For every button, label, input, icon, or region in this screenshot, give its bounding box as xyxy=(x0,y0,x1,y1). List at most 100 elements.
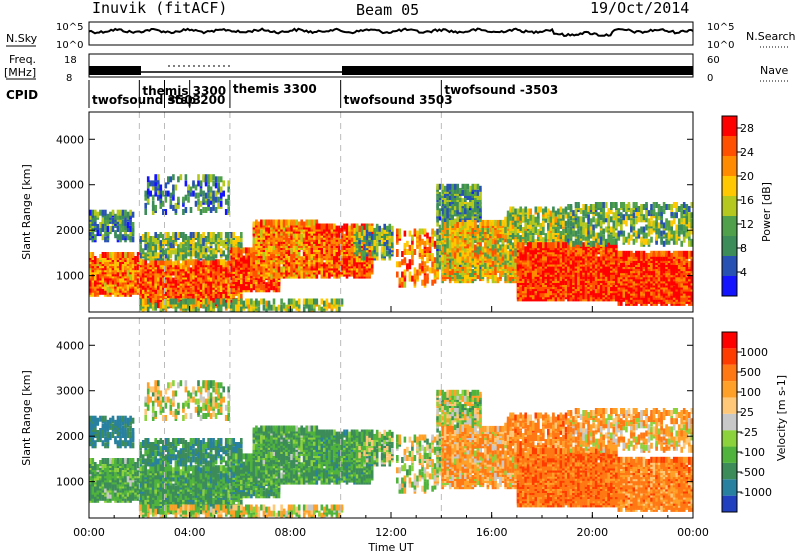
heatmap-cell xyxy=(481,256,485,263)
heatmap-cell xyxy=(411,244,414,251)
heatmap-cell xyxy=(333,266,336,273)
heatmap-cell xyxy=(446,183,449,190)
heatmap-cell xyxy=(227,271,230,278)
heatmap-cell xyxy=(531,252,535,259)
heatmap-cell xyxy=(101,209,105,216)
heatmap-cell xyxy=(114,230,117,237)
heatmap-cell xyxy=(184,287,188,294)
heatmap-cell xyxy=(139,252,142,259)
heatmap-cell xyxy=(491,264,495,271)
heatmap-cell xyxy=(333,223,336,230)
heatmap-cell xyxy=(448,234,452,241)
heatmap-cell xyxy=(169,289,173,296)
heatmap-cell xyxy=(184,265,188,272)
heatmap-cell xyxy=(229,232,233,238)
heatmap-cell xyxy=(192,180,195,187)
heatmap-cell xyxy=(287,219,291,226)
heatmap-cell xyxy=(194,250,198,257)
heatmap-cell xyxy=(380,238,384,245)
heatmap-cell xyxy=(375,236,379,242)
heatmap-cell xyxy=(423,228,427,235)
heatmap-cell xyxy=(453,204,457,211)
heatmap-cell xyxy=(438,224,442,231)
heatmap-cell xyxy=(501,238,505,245)
heatmap-cell xyxy=(350,223,354,230)
heatmap-cell xyxy=(481,219,485,226)
heatmap-cell xyxy=(159,259,163,266)
heatmap-cell xyxy=(524,246,527,253)
heatmap-cell xyxy=(526,218,530,225)
heatmap-cell xyxy=(141,248,145,255)
heatmap-cell xyxy=(207,232,210,238)
heatmap-cell xyxy=(227,246,230,253)
heatmap-cell xyxy=(438,232,442,239)
heatmap-cell xyxy=(270,262,273,269)
heatmap-cell xyxy=(129,234,132,241)
heatmap-cell xyxy=(469,250,472,257)
heatmap-cell xyxy=(227,194,230,201)
cpid-segment-label: stsp 200 xyxy=(168,93,226,107)
heatmap-cell xyxy=(146,196,150,203)
heatmap-cell xyxy=(396,236,399,243)
heatmap-cell xyxy=(345,272,349,279)
heatmap-cell xyxy=(131,226,135,232)
heatmap-cell xyxy=(360,254,364,261)
heatmap-cell xyxy=(547,216,550,223)
heatmap-cell xyxy=(421,259,424,266)
heatmap-cell xyxy=(265,256,268,263)
heatmap-cell xyxy=(411,234,414,241)
heatmap-cell xyxy=(534,242,538,249)
heatmap-cell xyxy=(189,250,193,257)
heatmap-cell xyxy=(209,190,213,197)
heatmap-cell xyxy=(526,258,530,265)
heatmap-cell xyxy=(154,238,157,245)
heatmap-cell xyxy=(131,222,135,228)
heatmap-cell xyxy=(458,273,462,280)
heatmap-cell xyxy=(219,259,223,266)
heatmap-cell xyxy=(292,219,296,226)
heatmap-cell xyxy=(307,225,311,232)
heatmap-cell xyxy=(164,248,168,255)
heatmap-cell xyxy=(199,180,203,187)
heatmap-cell xyxy=(466,189,470,196)
heatmap-cell xyxy=(446,230,449,237)
heatmap-cell xyxy=(121,256,125,262)
heatmap-cell xyxy=(245,247,248,254)
heatmap-cell xyxy=(187,265,190,272)
heatmap-cell xyxy=(436,232,439,239)
heatmap-cell xyxy=(144,232,147,238)
heatmap-cell xyxy=(204,174,208,181)
heatmap-cell xyxy=(338,248,341,255)
heatmap-cell xyxy=(217,267,220,274)
heatmap-cell xyxy=(126,226,130,232)
heatmap-cell xyxy=(443,246,447,253)
heatmap-cell xyxy=(184,252,188,259)
heatmap-cell xyxy=(423,267,427,274)
heatmap-cell xyxy=(307,260,311,267)
heatmap-cell xyxy=(121,252,125,258)
heatmap-cell xyxy=(481,246,485,253)
heatmap-cell xyxy=(197,202,200,209)
heatmap-cell xyxy=(116,252,120,258)
heatmap-cell xyxy=(157,294,160,300)
heatmap-cell xyxy=(355,229,359,236)
heatmap-cell xyxy=(146,188,150,195)
heatmap-cell xyxy=(169,198,173,205)
heatmap-cell xyxy=(177,277,180,284)
heatmap-cell xyxy=(526,289,530,296)
heatmap-cell xyxy=(365,256,369,263)
heatmap-cell xyxy=(305,229,308,236)
heatmap-cell xyxy=(192,250,195,257)
heatmap-cell xyxy=(277,219,281,226)
heatmap-cell xyxy=(479,230,482,237)
heatmap-cell xyxy=(526,252,530,259)
heatmap-cell xyxy=(222,180,225,187)
heatmap-cell xyxy=(368,270,371,277)
heatmap-cell xyxy=(428,267,432,274)
heatmap-cell xyxy=(282,219,286,226)
heatmap-cell xyxy=(534,206,538,213)
heatmap-cell xyxy=(313,258,316,265)
heatmap-cell xyxy=(491,254,495,261)
heatmap-cell xyxy=(295,262,298,269)
heatmap-cell xyxy=(514,239,517,246)
